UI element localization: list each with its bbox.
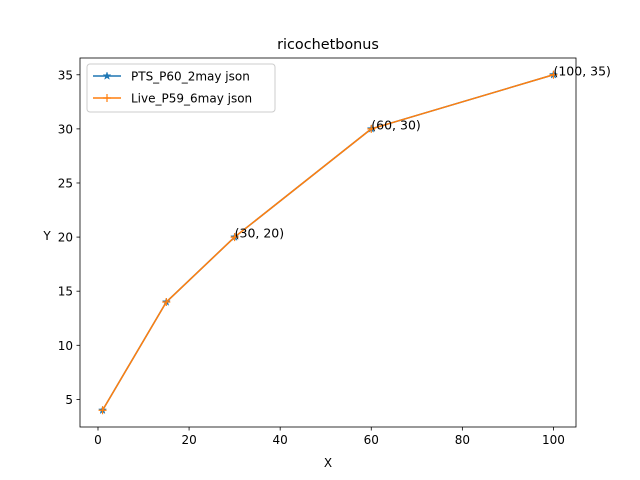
- x-tick-label: 100: [542, 433, 565, 447]
- y-tick-label: 10: [58, 339, 73, 353]
- x-tick-label: 20: [181, 433, 196, 447]
- legend-marker-1: [102, 71, 112, 80]
- series-point-2: [162, 298, 171, 307]
- x-axis-label: X: [324, 456, 332, 470]
- series-point-2: [549, 70, 558, 79]
- x-axis: 0 20 40 60 80 100: [94, 427, 565, 447]
- legend-label-1: PTS_P60_2may json: [131, 70, 250, 84]
- y-tick-label: 35: [58, 68, 73, 82]
- x-tick-label: 40: [273, 433, 288, 447]
- y-tick-label: 20: [58, 231, 73, 245]
- series-line-1: [101, 74, 554, 411]
- plot-frame: [79, 57, 577, 428]
- y-tick-label: 15: [58, 285, 73, 299]
- y-axis-label: Y: [42, 229, 51, 243]
- x-tick-label: 60: [364, 433, 379, 447]
- point-annotation: (100, 35): [553, 63, 610, 78]
- plot-area: [79, 57, 577, 428]
- point-annotation: (30, 20): [235, 226, 285, 241]
- y-tick-label: 30: [58, 122, 73, 136]
- series-line-2: [101, 74, 554, 411]
- legend: PTS_P60_2may json Live_P59_6may json: [86, 63, 276, 113]
- y-tick-label: 25: [58, 176, 73, 190]
- legend-label-2: Live_P59_6may json: [131, 92, 252, 106]
- series-point-2: [98, 406, 107, 415]
- x-tick-label: 80: [455, 433, 470, 447]
- y-axis: 5 10 15 20 25 30 35: [58, 68, 80, 407]
- legend-marker-2: [103, 94, 111, 102]
- point-annotation: (60, 30): [371, 117, 421, 132]
- y-tick-label: 5: [65, 393, 73, 407]
- chart-title: ricochetbonus: [277, 37, 379, 53]
- x-tick-label: 0: [94, 433, 102, 447]
- annotations: (30, 20) (60, 30) (100, 35): [235, 63, 611, 240]
- series-point-2: [367, 124, 376, 133]
- legend-box: [86, 63, 276, 113]
- series-point-2: [230, 233, 239, 242]
